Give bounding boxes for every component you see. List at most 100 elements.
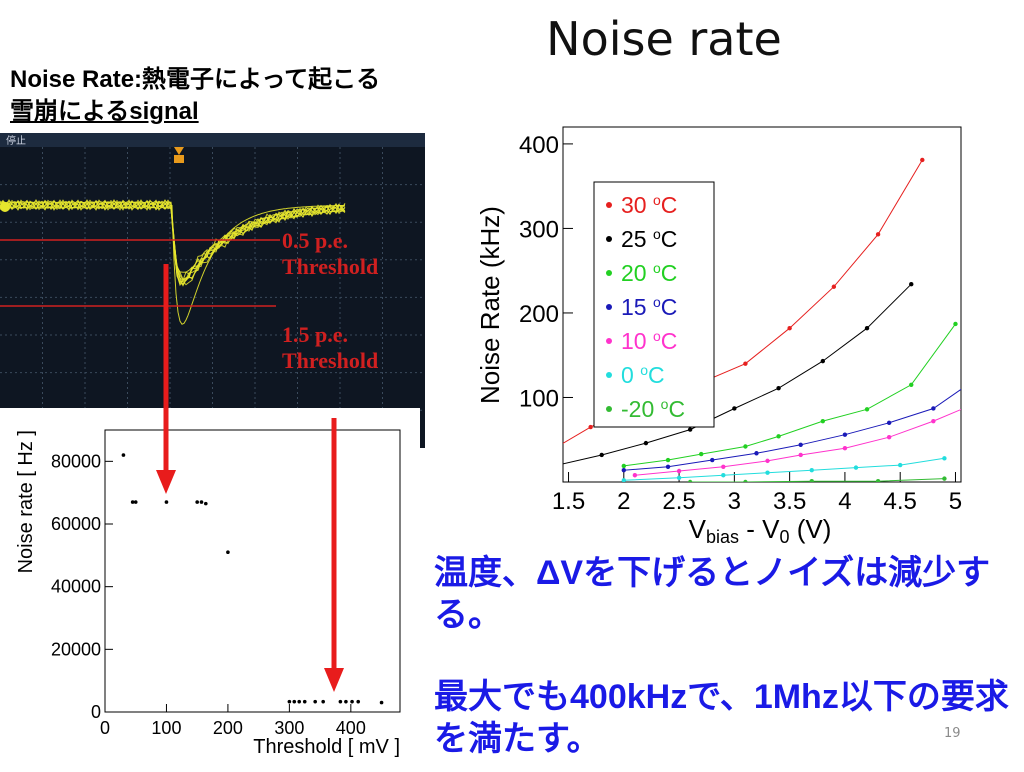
threshold-scan-chart: 0 100 200 300 400 0 20000 40000 60000 80000 Thresh… — [0, 408, 420, 768]
data-point — [776, 434, 781, 439]
subtitle: Noise Rate:熱電子によって起こる 雪崩によるsignal — [10, 64, 490, 128]
legend-marker — [606, 338, 612, 344]
y-tick-label: 80000 — [51, 451, 101, 471]
legend-marker — [606, 270, 612, 276]
data-point — [297, 699, 302, 704]
data-point — [743, 361, 748, 366]
data-point — [203, 501, 208, 506]
data-point — [555, 463, 559, 467]
oscilloscope-screen: 停止 — [0, 133, 425, 448]
legend-label: 10 oC — [621, 328, 677, 354]
data-point — [931, 418, 936, 424]
data-point — [133, 500, 138, 504]
data-point — [809, 467, 814, 473]
y-tick-label: 40000 — [51, 577, 101, 597]
data-point — [853, 465, 859, 470]
data-point — [787, 325, 792, 331]
threshold-15-label-line-1: 1.5 p.e. — [282, 322, 348, 347]
threshold-scan-svg: 0 100 200 300 400 0 20000 40000 60000 80000 Thresh… — [15, 429, 401, 758]
status-label: 停止 — [6, 134, 26, 147]
data-point — [226, 550, 230, 554]
legend-label: 15 oC — [621, 294, 677, 320]
data-point — [798, 452, 803, 458]
data-point — [676, 468, 682, 474]
data-point — [864, 407, 870, 412]
data-point — [931, 406, 936, 411]
data-point — [732, 406, 737, 411]
data-point — [842, 445, 848, 451]
data-point — [199, 500, 204, 504]
y-tick-label: 20000 — [51, 639, 101, 659]
data-point — [588, 424, 593, 430]
legend-label: 25 oC — [621, 226, 677, 252]
x-tick-label: 200 — [213, 718, 243, 738]
x-tick-label: 2.5 — [662, 488, 695, 515]
data-point — [831, 284, 837, 289]
data-point — [975, 400, 979, 404]
legend-label: 0 oC — [621, 362, 665, 388]
y-tick-label: 400 — [519, 132, 559, 159]
data-point — [875, 478, 881, 482]
data-point — [621, 467, 627, 473]
y-tick-label: 60000 — [51, 514, 101, 534]
legend-marker — [606, 372, 612, 378]
noise-rate-svg: 1.5 2 2.5 3 3.5 4 4.5 5 100 200 300 400 Vbias - V0 (… — [475, 126, 979, 547]
data-point — [942, 456, 947, 461]
threshold-05-label-line-1: 0.5 p.e. — [282, 228, 348, 253]
data-point — [897, 462, 903, 468]
trigger-position-icon — [174, 155, 184, 163]
data-point — [721, 464, 726, 469]
data-point — [765, 470, 770, 475]
data-point — [886, 435, 892, 440]
data-point — [953, 321, 958, 327]
x-tick-label: 400 — [336, 718, 366, 738]
x-tick-label: 1.5 — [552, 488, 585, 515]
legend-marker — [606, 406, 612, 412]
subtitle-line-2: 雪崩によるsignal — [10, 98, 199, 125]
data-point — [942, 476, 947, 481]
data-point — [292, 699, 297, 704]
y-tick-label: 0 — [91, 702, 101, 722]
data-point — [121, 453, 126, 457]
conclusion-text-2: 最大でも400kHzで、1Mhz以下の要求を満たす。 — [434, 678, 1009, 758]
x-tick-label: 0 — [100, 718, 110, 738]
legend-label: -20 oC — [621, 396, 685, 422]
y-tick-label: 300 — [519, 216, 559, 243]
data-point — [195, 500, 199, 504]
data-point — [687, 479, 693, 482]
trigger-marker-icon — [174, 147, 184, 155]
threshold-05-label-line-2: Threshold — [282, 254, 379, 279]
data-point — [710, 457, 715, 463]
series-line — [623, 457, 945, 481]
oscilloscope-image: 停止 — [0, 133, 425, 448]
legend-label: 20 oC — [621, 260, 677, 286]
data-point — [621, 463, 627, 469]
data-point — [287, 699, 292, 704]
data-point — [687, 427, 693, 432]
data-point — [621, 478, 627, 482]
threshold-15-label-line-2: Threshold — [282, 348, 379, 373]
x-tick-label: 2 — [617, 488, 630, 515]
data-point — [130, 500, 135, 504]
x-tick-label: 4.5 — [884, 488, 917, 515]
conclusion-text-1: 温度、ΔVを下げるとノイズは減少する。 — [434, 554, 991, 634]
data-point — [599, 452, 604, 458]
legend: 30 oC 25 oC 20 oC 15 oC 10 oC 0 oC -20 oC — [593, 181, 715, 428]
x-tick-label: 3.5 — [773, 488, 806, 515]
x-tick-label: 4 — [838, 488, 851, 515]
data-point — [875, 232, 881, 237]
subtitle-line-1: Noise Rate:熱電子によって起こる — [10, 66, 381, 93]
data-point — [302, 699, 307, 704]
data-point — [164, 500, 169, 504]
data-point — [820, 418, 826, 424]
page-number: 19 — [944, 726, 961, 741]
data-point — [721, 473, 726, 478]
data-point — [909, 282, 914, 287]
data-point — [964, 383, 968, 387]
data-point — [379, 700, 384, 705]
scope-trace-large — [171, 204, 344, 325]
data-point — [842, 432, 848, 437]
data-point — [665, 457, 671, 463]
x-axis-label: Vbias - V0 (V) — [689, 514, 832, 547]
x-tick-label: 3 — [728, 488, 741, 515]
